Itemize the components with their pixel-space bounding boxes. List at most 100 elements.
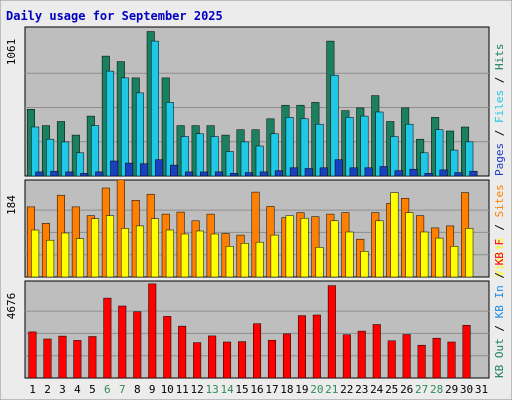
bar-visits-day-15	[240, 243, 249, 278]
bar-pages-day-16	[259, 171, 268, 177]
bar-kb-f-day-24	[372, 324, 381, 379]
bar-files-day-10	[165, 102, 174, 177]
x-tick-label-day-26: 26	[400, 383, 413, 396]
bar-pages-day-23	[364, 167, 373, 177]
bar-kb-f-day-10	[163, 316, 172, 379]
bar-files-day-27	[420, 152, 429, 177]
bar-visits-day-14	[225, 246, 234, 278]
panel-sites-visits: 184 Visits / Sites	[5, 179, 506, 278]
bar-visits-day-2	[46, 239, 55, 278]
bar-visits-day-1	[31, 229, 40, 278]
bar-pages-day-5	[95, 171, 104, 177]
x-tick-label-day-8: 8	[134, 383, 141, 396]
bar-files-day-3	[61, 141, 70, 177]
panel-hits-files-pages: 1061 Pages / Files / Hits	[5, 26, 506, 177]
bar-kb-f-day-20	[312, 314, 321, 379]
bar-files-day-14	[225, 151, 234, 177]
legend-entry-kb-f: KB F	[493, 239, 506, 266]
legend-hits-files-pages: Pages / Files / Hits	[493, 44, 506, 177]
bar-files-day-19	[300, 118, 309, 177]
bar-files-day-29	[450, 149, 459, 177]
bar-kb-f-day-28	[432, 337, 441, 379]
x-tick-label-day-21: 21	[325, 383, 338, 396]
bar-sites-day-20	[311, 216, 320, 278]
x-tick-label-day-11: 11	[176, 383, 189, 396]
bar-kb-f-day-19	[297, 315, 306, 379]
bar-kb-f-day-13	[208, 335, 217, 379]
bar-kb-f-day-15	[238, 341, 247, 379]
bar-kb-f-day-17	[267, 339, 276, 379]
x-tick-label-day-13: 13	[205, 383, 218, 396]
bar-files-day-2	[46, 138, 55, 177]
legend-separator: /	[493, 318, 506, 338]
bar-kb-f-day-21	[327, 285, 336, 379]
bar-files-day-8	[135, 92, 144, 177]
x-tick-label-day-10: 10	[161, 383, 174, 396]
bar-visits-day-5	[91, 218, 100, 278]
legend-kbytes: KB Out / KB In / KB F	[493, 239, 506, 378]
bar-files-day-5	[91, 125, 100, 177]
x-tick-label-day-15: 15	[235, 383, 248, 396]
bar-kb-f-day-2	[43, 338, 52, 379]
bar-visits-day-6	[106, 215, 115, 278]
bar-visits-day-22	[345, 231, 354, 278]
bar-visits-day-10	[165, 229, 174, 278]
bar-kb-f-day-8	[133, 311, 142, 379]
legend-entry-files: Files	[493, 90, 506, 123]
y-max-label-sites-visits: 184	[5, 195, 18, 215]
bar-pages-day-3	[65, 171, 74, 177]
bar-kb-f-day-18	[282, 333, 291, 379]
bar-kb-f-day-14	[223, 341, 232, 379]
bar-kb-f-day-26	[402, 334, 411, 379]
bar-kb-f-day-6	[103, 297, 112, 379]
bar-visits-day-21	[330, 220, 339, 278]
bar-pages-day-15	[244, 172, 253, 177]
bar-pages-day-24	[379, 166, 388, 177]
bar-pages-day-26	[409, 168, 418, 177]
x-tick-label-day-9: 9	[149, 383, 156, 396]
x-axis-day-labels: 1 2 3 4 5 6 7 8 9 10 11 12 13 14 15 16 17 18 19 20 21 22 23 24 2…	[29, 383, 488, 396]
bar-kb-f-day-30	[462, 325, 471, 379]
bar-pages-day-8	[140, 163, 149, 177]
bar-visits-day-9	[150, 218, 159, 278]
bar-pages-day-18	[289, 167, 298, 177]
panel-kbytes: 4676 KB Out / KB In / KB F	[5, 239, 506, 379]
bar-visits-day-13	[210, 233, 219, 278]
bar-files-day-17	[270, 133, 279, 177]
bar-kb-f-day-5	[88, 336, 97, 379]
legend-entry-visits: Visits	[493, 237, 506, 277]
bar-visits-day-11	[180, 233, 189, 278]
bar-files-day-23	[360, 115, 369, 177]
legend-entry-hits: Hits	[493, 44, 506, 71]
legend-separator: /	[493, 123, 506, 143]
legend-separator: /	[493, 217, 506, 237]
x-tick-label-day-22: 22	[340, 383, 353, 396]
bar-pages-day-27	[424, 173, 433, 177]
bar-files-day-20	[315, 123, 324, 177]
bar-pages-day-1	[35, 171, 44, 177]
bar-files-day-4	[76, 152, 85, 177]
bar-files-day-26	[405, 123, 414, 177]
bar-pages-day-9	[155, 159, 164, 177]
bar-pages-day-17	[274, 170, 283, 177]
bar-files-day-13	[210, 136, 219, 177]
bar-visits-day-19	[300, 217, 309, 278]
legend-sites-visits: Visits / Sites	[493, 184, 506, 277]
x-tick-label-day-6: 6	[104, 383, 111, 396]
bar-visits-day-4	[76, 238, 85, 278]
bar-files-day-25	[390, 136, 399, 177]
bar-files-day-22	[345, 117, 354, 177]
bar-sites-day-16	[251, 191, 260, 278]
x-tick-label-day-23: 23	[355, 383, 368, 396]
bar-kb-f-day-27	[417, 344, 426, 379]
bar-visits-day-12	[195, 230, 204, 278]
bar-files-day-28	[435, 129, 444, 177]
bar-pages-day-11	[185, 171, 194, 177]
x-tick-label-day-5: 5	[89, 383, 96, 396]
bar-files-day-11	[180, 136, 189, 177]
bar-visits-day-23	[360, 251, 369, 278]
x-tick-label-day-7: 7	[119, 383, 126, 396]
bar-kb-f-day-16	[253, 323, 262, 379]
bar-pages-day-22	[349, 167, 358, 177]
bar-pages-day-10	[170, 164, 179, 177]
